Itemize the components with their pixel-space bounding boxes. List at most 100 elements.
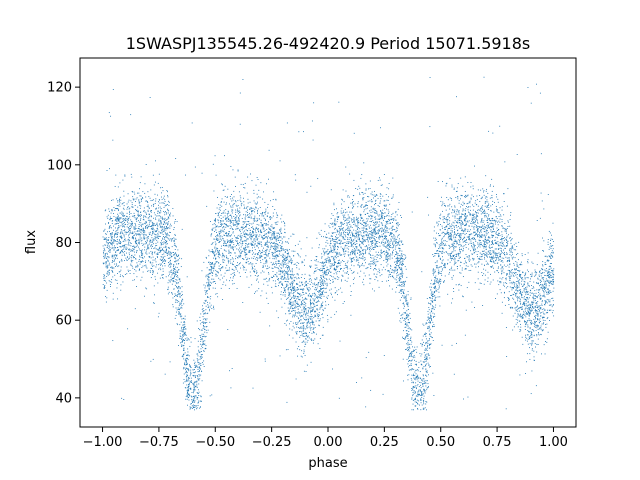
data-point bbox=[552, 310, 554, 312]
data-point bbox=[541, 303, 543, 305]
data-point bbox=[427, 328, 429, 330]
data-point bbox=[124, 229, 126, 231]
data-point bbox=[372, 247, 374, 249]
data-point bbox=[171, 246, 173, 248]
data-point bbox=[311, 281, 313, 283]
data-point bbox=[539, 217, 541, 219]
data-point bbox=[118, 220, 120, 222]
data-point bbox=[195, 365, 197, 367]
data-point bbox=[134, 223, 136, 224]
data-point bbox=[535, 318, 536, 320]
data-point bbox=[473, 252, 475, 254]
data-point bbox=[343, 267, 345, 269]
data-point bbox=[305, 337, 307, 339]
data-point bbox=[254, 292, 255, 294]
data-point bbox=[357, 227, 359, 229]
data-point bbox=[216, 225, 218, 227]
data-point bbox=[341, 198, 343, 200]
data-point bbox=[546, 299, 548, 301]
data-point bbox=[517, 300, 519, 302]
data-point bbox=[549, 232, 551, 234]
data-point bbox=[393, 238, 395, 240]
data-point bbox=[371, 191, 373, 193]
data-point bbox=[474, 234, 476, 236]
data-point bbox=[528, 285, 530, 287]
data-point bbox=[163, 241, 165, 243]
data-point bbox=[493, 243, 494, 245]
data-point bbox=[200, 313, 202, 315]
data-point bbox=[154, 225, 156, 227]
data-point bbox=[439, 272, 441, 274]
data-point bbox=[501, 252, 503, 254]
data-point bbox=[347, 237, 349, 239]
data-point bbox=[297, 296, 299, 298]
data-point bbox=[222, 212, 224, 214]
data-point bbox=[152, 243, 154, 245]
data-point bbox=[482, 211, 484, 213]
data-point bbox=[303, 131, 304, 133]
data-point bbox=[246, 192, 248, 194]
data-point bbox=[198, 367, 200, 369]
data-point bbox=[410, 328, 411, 330]
data-point bbox=[102, 262, 104, 264]
data-point bbox=[277, 232, 279, 234]
data-point bbox=[321, 262, 323, 264]
data-point bbox=[294, 288, 296, 290]
data-point bbox=[112, 242, 114, 244]
data-point bbox=[103, 257, 105, 259]
data-point bbox=[218, 208, 220, 210]
data-point bbox=[166, 233, 168, 235]
data-point bbox=[129, 212, 130, 214]
data-point bbox=[552, 283, 554, 285]
data-point bbox=[149, 240, 151, 242]
data-point bbox=[370, 211, 372, 213]
data-point bbox=[464, 224, 466, 226]
data-point bbox=[180, 336, 182, 337]
data-point bbox=[391, 288, 393, 290]
data-point bbox=[497, 221, 498, 223]
data-point bbox=[484, 231, 486, 232]
data-point bbox=[309, 300, 311, 302]
data-point bbox=[326, 298, 328, 299]
data-point bbox=[246, 246, 248, 248]
data-point bbox=[178, 309, 179, 310]
data-point bbox=[399, 299, 401, 301]
data-point bbox=[300, 316, 301, 318]
data-point bbox=[399, 280, 401, 282]
data-point bbox=[232, 272, 234, 274]
data-point bbox=[520, 274, 522, 276]
data-point bbox=[429, 366, 430, 368]
data-point bbox=[321, 265, 323, 267]
data-point bbox=[533, 350, 535, 352]
data-point bbox=[359, 238, 360, 239]
data-point bbox=[189, 382, 190, 384]
data-point bbox=[441, 196, 442, 198]
data-point bbox=[492, 225, 494, 227]
data-point bbox=[120, 289, 122, 291]
data-point bbox=[167, 194, 169, 196]
data-point bbox=[190, 367, 192, 369]
data-point bbox=[384, 200, 386, 202]
data-point bbox=[116, 230, 118, 232]
data-point bbox=[520, 263, 522, 265]
data-point bbox=[167, 208, 168, 210]
data-point bbox=[516, 276, 518, 278]
data-point bbox=[186, 357, 187, 359]
data-point bbox=[523, 301, 525, 303]
data-point bbox=[456, 214, 458, 216]
data-point bbox=[530, 307, 532, 309]
data-point bbox=[221, 198, 223, 200]
data-point bbox=[208, 310, 210, 312]
data-point bbox=[433, 316, 434, 318]
data-point bbox=[116, 236, 118, 238]
data-point bbox=[257, 209, 258, 211]
data-point bbox=[223, 226, 225, 228]
data-point bbox=[246, 259, 248, 260]
data-point bbox=[504, 247, 506, 249]
data-point bbox=[476, 228, 478, 230]
data-point bbox=[363, 239, 365, 241]
data-point bbox=[256, 278, 258, 280]
data-point bbox=[352, 201, 354, 202]
data-point bbox=[254, 249, 256, 251]
data-point bbox=[174, 252, 176, 254]
